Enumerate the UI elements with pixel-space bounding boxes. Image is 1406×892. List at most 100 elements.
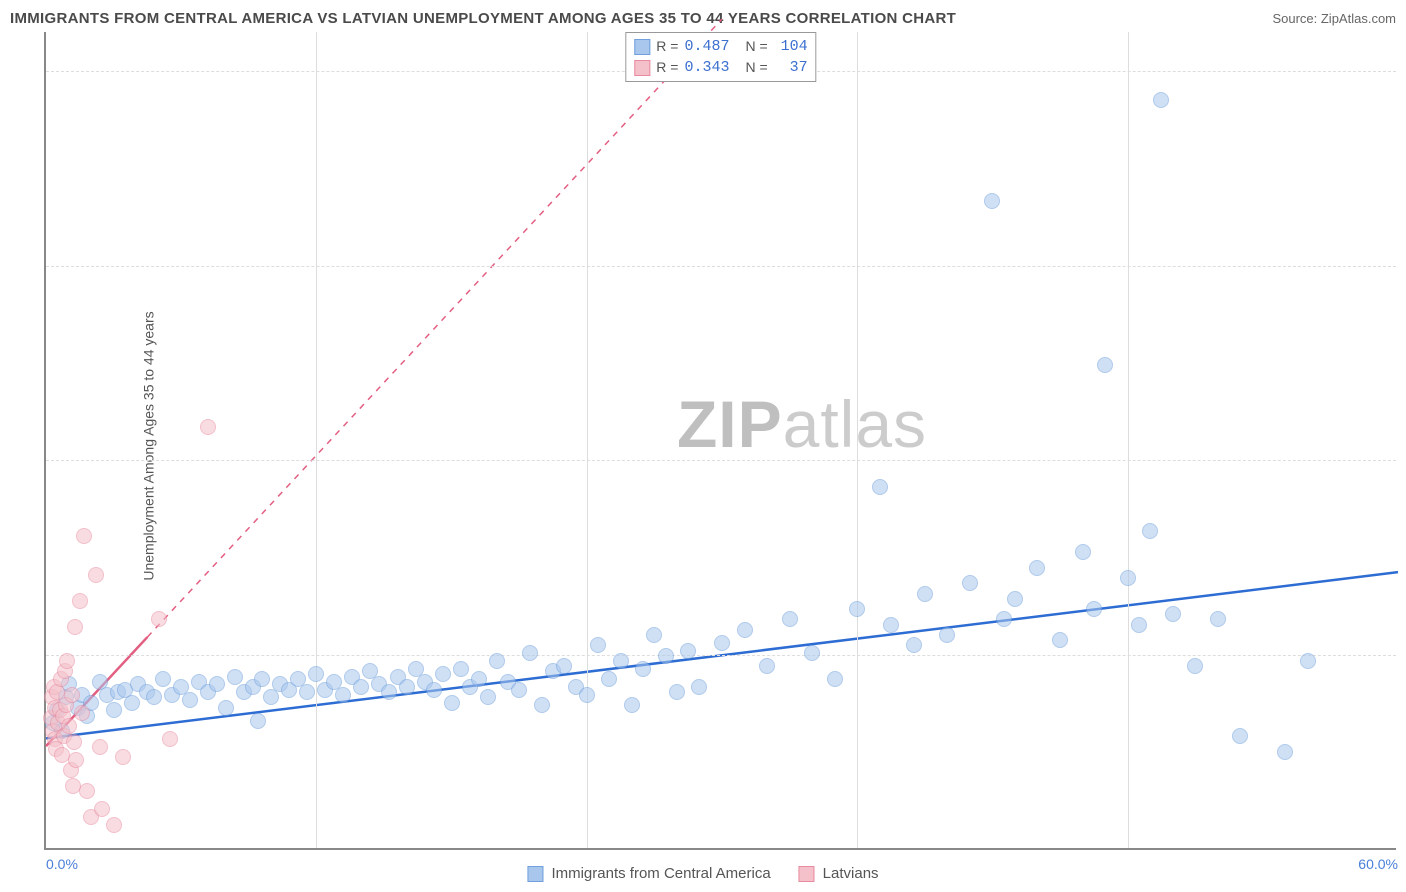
data-point — [984, 193, 1000, 209]
legend-swatch — [527, 866, 543, 882]
data-point — [115, 749, 131, 765]
data-point — [1300, 653, 1316, 669]
data-point — [299, 684, 315, 700]
stat-r-value: 0.487 — [684, 36, 729, 57]
data-point — [1086, 601, 1102, 617]
data-point — [200, 419, 216, 435]
data-point — [1210, 611, 1226, 627]
data-point — [399, 679, 415, 695]
data-point — [1142, 523, 1158, 539]
legend-label: Immigrants from Central America — [551, 865, 770, 882]
data-point — [489, 653, 505, 669]
data-point — [849, 601, 865, 617]
data-point — [737, 622, 753, 638]
data-point — [209, 676, 225, 692]
data-point — [962, 575, 978, 591]
data-point — [471, 671, 487, 687]
data-point — [1131, 617, 1147, 633]
data-point — [669, 684, 685, 700]
gridline-v — [316, 32, 317, 848]
data-point — [1187, 658, 1203, 674]
gridline-v — [1128, 32, 1129, 848]
data-point — [658, 648, 674, 664]
data-point — [162, 731, 178, 747]
plot-container: ZIPatlas R = 0.487N = 104R = 0.343N = 37… — [44, 32, 1396, 850]
stat-n-label: N = — [746, 58, 768, 78]
data-point — [714, 635, 730, 651]
gridline-v — [857, 32, 858, 848]
data-point — [691, 679, 707, 695]
legend-item: Immigrants from Central America — [527, 865, 770, 882]
data-point — [522, 645, 538, 661]
data-point — [782, 611, 798, 627]
data-point — [381, 684, 397, 700]
data-point — [59, 653, 75, 669]
gridline-h — [46, 460, 1396, 461]
data-point — [453, 661, 469, 677]
data-point — [1075, 544, 1091, 560]
data-point — [511, 682, 527, 698]
legend-label: Latvians — [823, 865, 879, 882]
data-point — [939, 627, 955, 643]
data-point — [635, 661, 651, 677]
legend-item: Latvians — [799, 865, 879, 882]
data-point — [917, 586, 933, 602]
plot-area: ZIPatlas R = 0.487N = 104R = 0.343N = 37… — [44, 32, 1396, 850]
watermark: ZIPatlas — [677, 386, 927, 462]
data-point — [79, 783, 95, 799]
data-point — [426, 682, 442, 698]
data-point — [218, 700, 234, 716]
stat-n-value: 37 — [774, 57, 808, 78]
chart-title: IMMIGRANTS FROM CENTRAL AMERICA VS LATVI… — [10, 10, 956, 27]
data-point — [1052, 632, 1068, 648]
data-point — [1029, 560, 1045, 576]
data-point — [613, 653, 629, 669]
data-point — [1153, 92, 1169, 108]
stat-r-label: R = — [656, 37, 678, 57]
stat-n-label: N = — [746, 37, 768, 57]
data-point — [1097, 357, 1113, 373]
data-point — [883, 617, 899, 633]
gridline-h — [46, 655, 1396, 656]
data-point — [151, 611, 167, 627]
data-point — [308, 666, 324, 682]
data-point — [579, 687, 595, 703]
data-point — [646, 627, 662, 643]
data-point — [759, 658, 775, 674]
data-point — [94, 801, 110, 817]
data-point — [227, 669, 243, 685]
gridline-v — [587, 32, 588, 848]
stat-n-value: 104 — [774, 36, 808, 57]
data-point — [124, 695, 140, 711]
data-point — [1120, 570, 1136, 586]
gridline-h — [46, 266, 1396, 267]
legend-swatch — [634, 39, 650, 55]
data-point — [92, 739, 108, 755]
data-point — [872, 479, 888, 495]
data-point — [66, 734, 82, 750]
data-point — [61, 718, 77, 734]
data-point — [54, 747, 70, 763]
data-point — [480, 689, 496, 705]
trend-lines-layer — [46, 32, 1396, 848]
data-point — [534, 697, 550, 713]
data-point — [64, 687, 80, 703]
data-point — [72, 593, 88, 609]
data-point — [590, 637, 606, 653]
correlation-legend: R = 0.487N = 104R = 0.343N = 37 — [625, 32, 816, 82]
data-point — [68, 752, 84, 768]
trend-line-extrapolation — [147, 19, 722, 637]
data-point — [254, 671, 270, 687]
data-point — [106, 702, 122, 718]
data-point — [250, 713, 266, 729]
data-point — [906, 637, 922, 653]
stat-r-label: R = — [656, 58, 678, 78]
data-point — [680, 643, 696, 659]
data-point — [88, 567, 104, 583]
source-attribution: Source: ZipAtlas.com — [1272, 11, 1396, 26]
data-point — [146, 689, 162, 705]
data-point — [155, 671, 171, 687]
data-point — [804, 645, 820, 661]
data-point — [624, 697, 640, 713]
data-point — [444, 695, 460, 711]
